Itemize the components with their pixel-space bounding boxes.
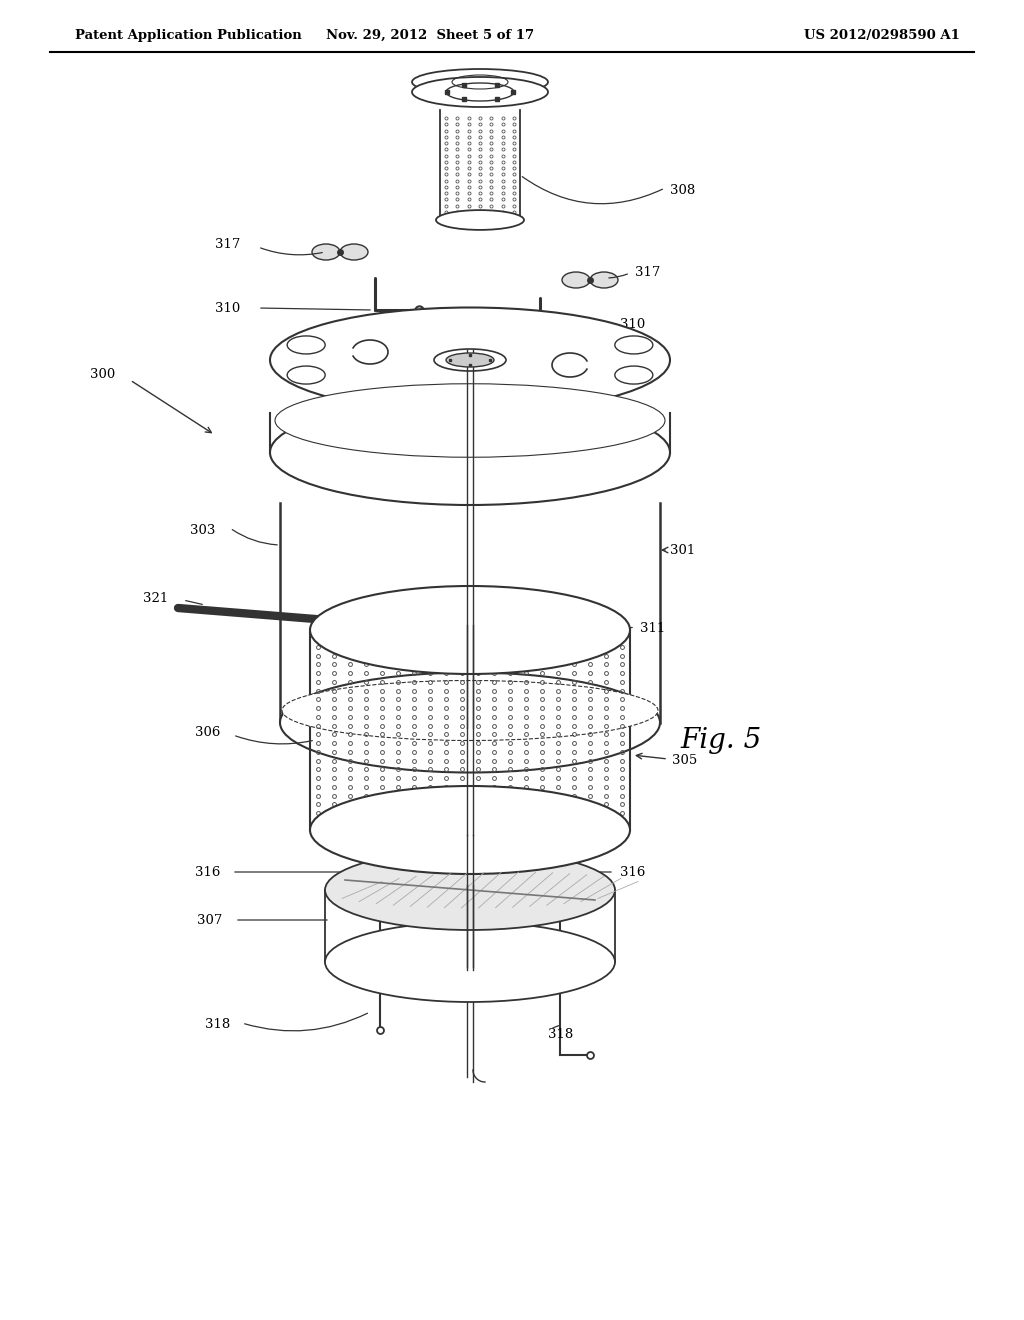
Text: 311: 311 xyxy=(640,622,666,635)
Text: 317: 317 xyxy=(635,265,660,279)
Ellipse shape xyxy=(310,586,630,675)
Ellipse shape xyxy=(412,77,548,107)
Ellipse shape xyxy=(287,337,326,354)
Ellipse shape xyxy=(412,69,548,95)
Ellipse shape xyxy=(434,348,506,371)
Ellipse shape xyxy=(614,366,653,384)
Text: Nov. 29, 2012  Sheet 5 of 17: Nov. 29, 2012 Sheet 5 of 17 xyxy=(326,29,535,41)
Text: 310: 310 xyxy=(215,301,240,314)
Ellipse shape xyxy=(280,672,660,772)
Text: US 2012/0298590 A1: US 2012/0298590 A1 xyxy=(804,29,961,41)
Text: 307: 307 xyxy=(197,913,222,927)
Text: 316: 316 xyxy=(195,866,220,879)
Ellipse shape xyxy=(325,921,615,1002)
Ellipse shape xyxy=(270,400,670,506)
Text: 317: 317 xyxy=(215,239,240,252)
Ellipse shape xyxy=(310,785,630,874)
Ellipse shape xyxy=(270,308,670,412)
Ellipse shape xyxy=(590,272,618,288)
Ellipse shape xyxy=(614,337,653,354)
Ellipse shape xyxy=(287,366,326,384)
Ellipse shape xyxy=(562,272,590,288)
Text: 318: 318 xyxy=(548,1028,573,1041)
Text: 305: 305 xyxy=(672,754,697,767)
Ellipse shape xyxy=(282,681,658,741)
Text: 306: 306 xyxy=(195,726,220,738)
Text: 316: 316 xyxy=(620,866,645,879)
Text: 301: 301 xyxy=(670,544,695,557)
Ellipse shape xyxy=(312,244,340,260)
Text: Fig. 5: Fig. 5 xyxy=(680,726,761,754)
Text: 310: 310 xyxy=(620,318,645,331)
Ellipse shape xyxy=(275,384,665,457)
Text: Patent Application Publication: Patent Application Publication xyxy=(75,29,302,41)
Text: 300: 300 xyxy=(90,368,115,381)
Ellipse shape xyxy=(436,210,524,230)
Ellipse shape xyxy=(340,244,368,260)
Text: 321: 321 xyxy=(142,591,168,605)
Ellipse shape xyxy=(446,83,514,102)
Text: 303: 303 xyxy=(189,524,215,536)
Ellipse shape xyxy=(325,850,615,931)
Text: 302: 302 xyxy=(640,359,666,371)
Text: 318: 318 xyxy=(205,1019,230,1031)
Ellipse shape xyxy=(280,403,660,503)
Text: 308: 308 xyxy=(670,183,695,197)
Ellipse shape xyxy=(446,352,494,367)
